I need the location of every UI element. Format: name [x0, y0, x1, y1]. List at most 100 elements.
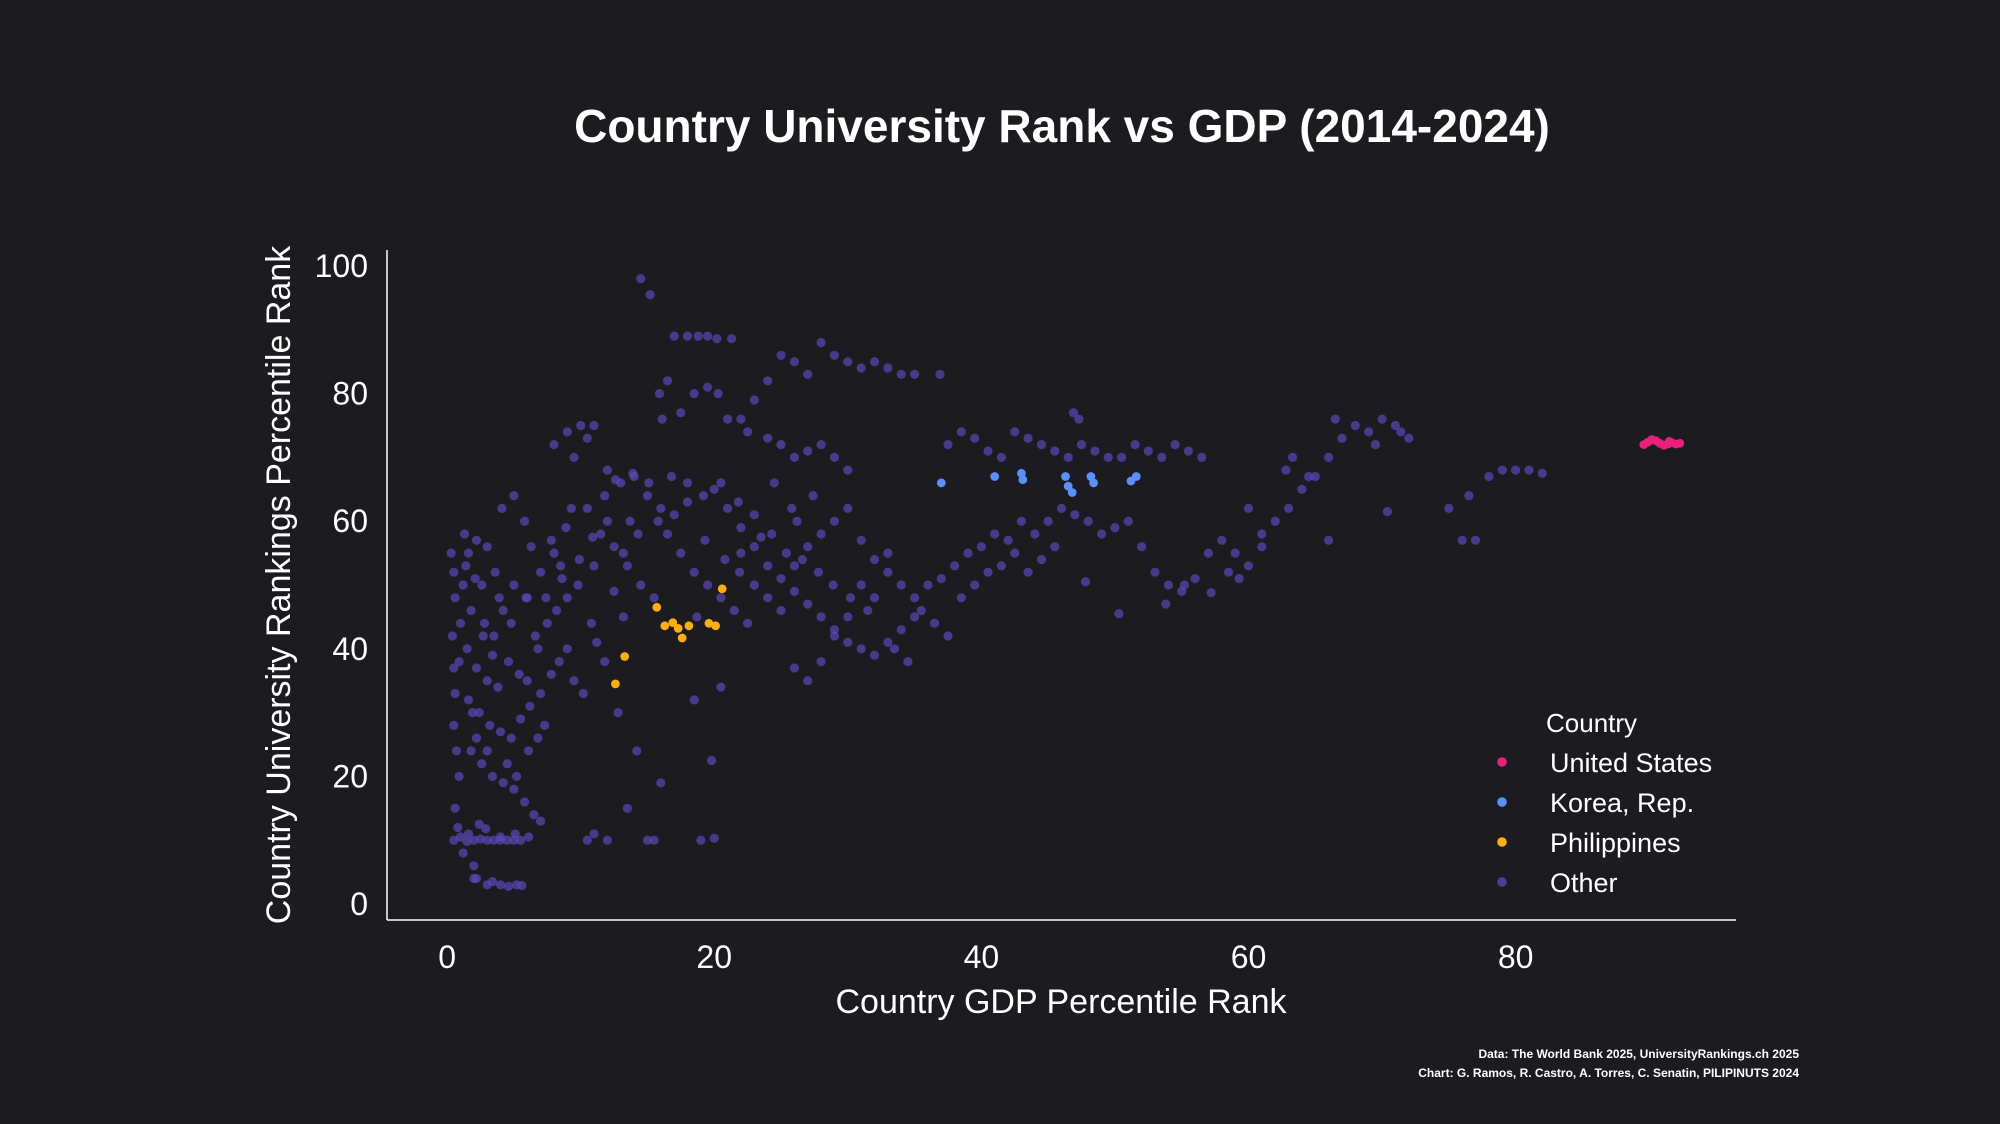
point-other — [622, 561, 633, 571]
legend-label-united-states: United States — [1550, 748, 1712, 778]
point-other — [1370, 440, 1380, 450]
point-other — [662, 529, 673, 539]
point-other — [1497, 465, 1507, 475]
point-other — [1470, 535, 1481, 545]
point-other — [487, 771, 498, 782]
point-other — [856, 363, 866, 373]
point-other — [910, 369, 920, 379]
point-other — [642, 835, 653, 845]
point-other — [1130, 440, 1140, 450]
point-other — [896, 369, 906, 379]
legend-label-other: Other — [1550, 868, 1618, 898]
y-tick-label: 0 — [350, 886, 368, 922]
point-other — [736, 523, 746, 533]
point-other — [561, 523, 571, 533]
point-other — [696, 835, 706, 845]
point-other — [1183, 446, 1193, 456]
point-other — [495, 727, 506, 737]
point-other — [1444, 503, 1454, 513]
point-other — [455, 832, 466, 842]
point-other — [1243, 503, 1254, 513]
point-other — [478, 631, 488, 641]
point-other — [816, 657, 826, 667]
point-other — [883, 567, 893, 577]
point-other — [509, 491, 519, 501]
point-united-states — [1664, 437, 1674, 446]
point-other — [869, 554, 880, 565]
point-other — [843, 612, 853, 622]
point-other — [736, 548, 746, 558]
point-other — [781, 548, 792, 558]
point-other — [520, 516, 530, 526]
point-other — [829, 452, 840, 462]
point-other — [482, 746, 492, 756]
point-other — [816, 440, 826, 450]
point-other — [1337, 433, 1347, 443]
point-other — [529, 810, 539, 820]
point-other — [756, 532, 766, 542]
point-korea-rep — [1089, 478, 1098, 488]
point-other — [453, 822, 463, 833]
point-other — [449, 720, 459, 731]
point-other — [573, 580, 583, 590]
point-other — [506, 618, 516, 628]
point-other — [451, 746, 462, 756]
point-other — [763, 593, 773, 603]
x-tick-label: 40 — [964, 939, 1000, 975]
point-other — [1097, 529, 1107, 539]
point-other — [454, 657, 464, 667]
point-other — [910, 593, 920, 603]
point-other — [1036, 440, 1047, 450]
point-other — [556, 561, 566, 571]
y-tick-labels: 0 20 40 60 80 100 — [315, 248, 368, 922]
point-other — [509, 784, 519, 794]
point-other — [628, 468, 638, 478]
point-other — [1230, 548, 1240, 558]
point-other — [682, 497, 693, 507]
point-other — [633, 529, 643, 539]
point-other — [596, 529, 606, 539]
point-other — [498, 605, 508, 616]
point-philippines — [652, 602, 662, 612]
point-other — [557, 574, 567, 584]
point-other — [562, 427, 572, 437]
point-other — [1390, 420, 1400, 431]
point-other — [743, 427, 753, 437]
point-other — [520, 797, 530, 807]
point-korea-rep — [1126, 476, 1136, 486]
legend-marker-other — [1497, 877, 1507, 887]
point-other — [703, 382, 713, 392]
point-other — [588, 532, 598, 542]
point-other — [1043, 516, 1053, 526]
point-other — [503, 657, 514, 667]
point-other — [789, 586, 800, 597]
point-other — [589, 420, 599, 431]
point-other — [494, 593, 504, 603]
point-other — [1243, 561, 1254, 571]
point-other — [776, 605, 786, 616]
point-other — [1170, 440, 1180, 450]
point-other — [455, 618, 466, 628]
point-other — [707, 755, 717, 766]
point-other — [477, 759, 487, 769]
point-other — [1511, 465, 1521, 475]
point-other — [692, 612, 702, 622]
point-other — [450, 593, 460, 603]
point-other — [656, 503, 666, 513]
point-other — [843, 637, 853, 648]
point-other — [467, 708, 478, 718]
point-united-states — [1675, 438, 1685, 448]
point-other — [903, 657, 913, 667]
point-other — [503, 881, 514, 891]
point-other — [509, 580, 519, 590]
point-other — [716, 682, 726, 692]
point-korea-rep — [990, 472, 1000, 481]
point-other — [735, 567, 745, 577]
point-other — [996, 452, 1007, 462]
point-other — [454, 771, 464, 782]
point-other — [656, 778, 666, 788]
point-other — [469, 873, 479, 884]
point-other — [733, 497, 743, 507]
point-other — [533, 733, 543, 743]
point-other — [1297, 484, 1307, 494]
